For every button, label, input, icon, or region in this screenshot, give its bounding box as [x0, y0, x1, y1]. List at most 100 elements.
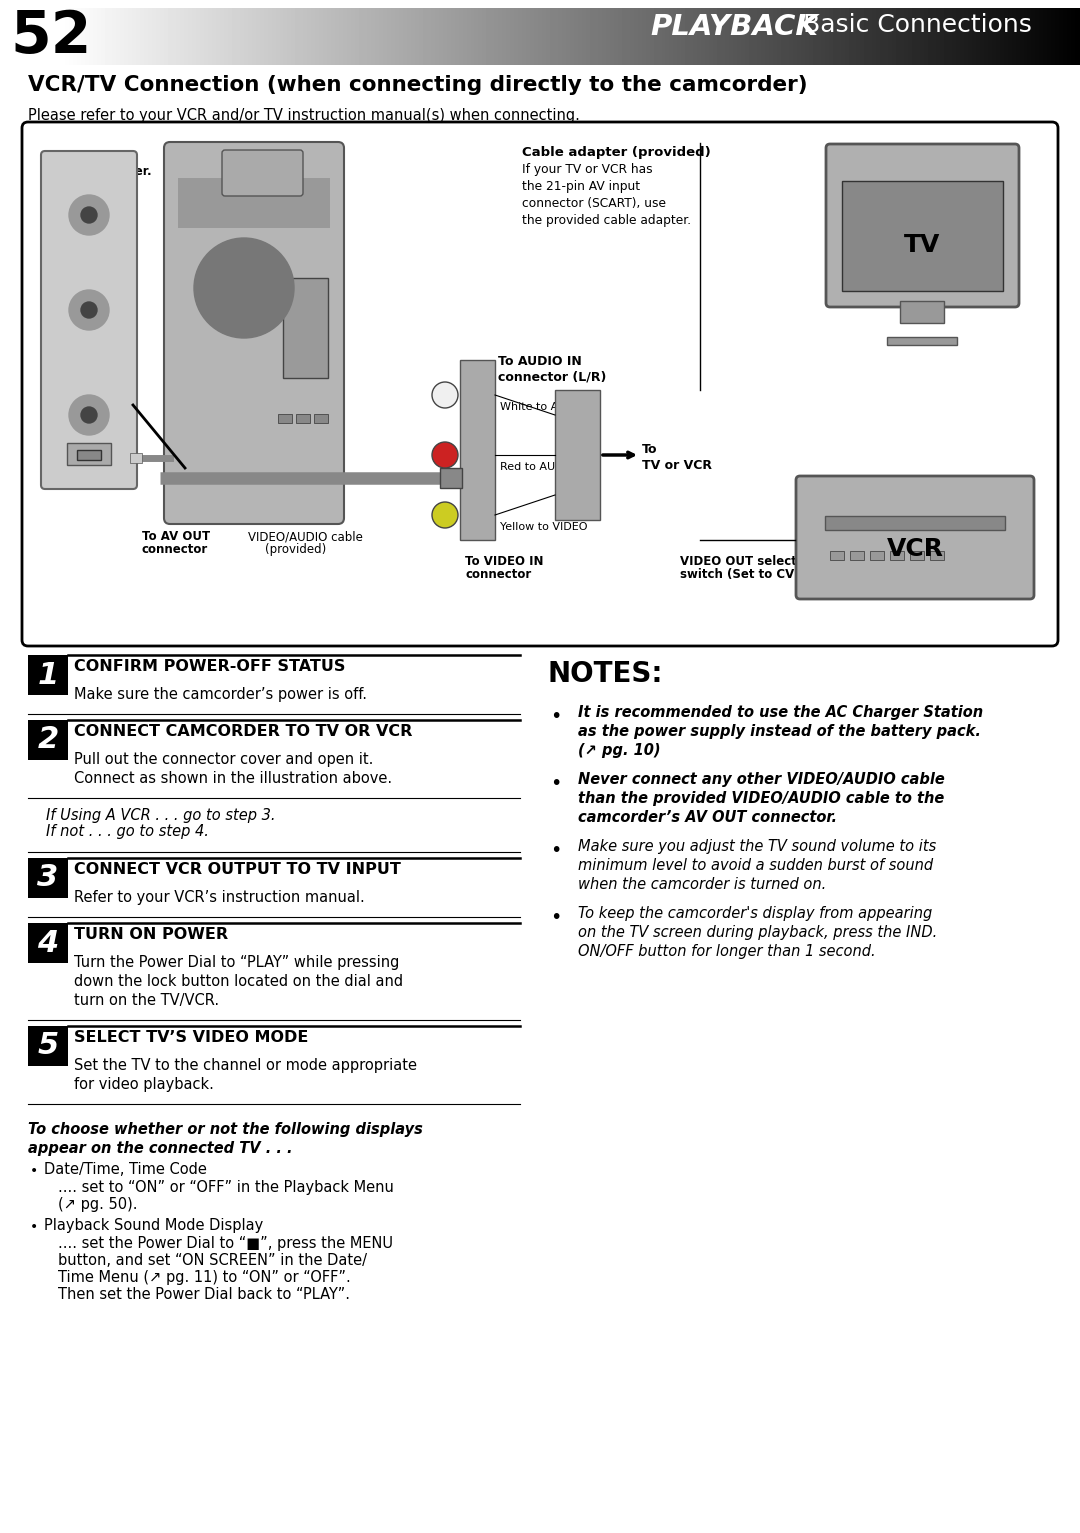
Text: button, and set “ON SCREEN” in the Date/: button, and set “ON SCREEN” in the Date/ — [58, 1252, 367, 1268]
Text: Time Menu (↗ pg. 11) to “ON” or “OFF”.: Time Menu (↗ pg. 11) to “ON” or “OFF”. — [58, 1269, 351, 1285]
Text: •: • — [550, 842, 562, 860]
Text: If your TV or VCR has
the 21-pin AV input
connector (SCART), use
the provided ca: If your TV or VCR has the 21-pin AV inpu… — [522, 162, 691, 227]
Text: Yellow to VIDEO: Yellow to VIDEO — [500, 523, 588, 532]
Bar — [28, 1026, 68, 1065]
Bar — [28, 655, 68, 694]
Bar — [440, 468, 462, 487]
Text: TV or VCR: TV or VCR — [642, 458, 712, 472]
Text: CONNECT VCR OUTPUT TO TV INPUT: CONNECT VCR OUTPUT TO TV INPUT — [75, 862, 401, 877]
Text: (↗ pg. 50).: (↗ pg. 50). — [58, 1197, 137, 1213]
Text: minimum level to avoid a sudden burst of sound: minimum level to avoid a sudden burst of… — [578, 858, 933, 872]
Text: VIDEO OUT select: VIDEO OUT select — [680, 555, 797, 569]
Circle shape — [81, 302, 97, 317]
Bar — [930, 550, 944, 560]
Text: To: To — [642, 443, 658, 455]
Bar — [283, 277, 328, 379]
Text: when the camcorder is turned on.: when the camcorder is turned on. — [578, 877, 826, 892]
Bar — [900, 300, 944, 323]
Circle shape — [194, 238, 294, 337]
Text: 3: 3 — [38, 863, 58, 892]
Text: •: • — [30, 1164, 38, 1177]
Text: connector: connector — [465, 569, 531, 581]
FancyBboxPatch shape — [796, 477, 1034, 599]
Circle shape — [207, 251, 281, 325]
Circle shape — [69, 195, 109, 235]
Bar — [67, 443, 111, 464]
Text: .... set the Power Dial to “■”, press the MENU: .... set the Power Dial to “■”, press th… — [58, 1236, 393, 1251]
Text: 2: 2 — [38, 725, 58, 754]
Circle shape — [432, 382, 458, 408]
Text: camcorder’s AV OUT connector.: camcorder’s AV OUT connector. — [578, 809, 837, 825]
Bar — [870, 550, 885, 560]
Text: •: • — [550, 707, 562, 727]
Text: To AUDIO IN: To AUDIO IN — [498, 356, 582, 368]
Text: Basic Connections: Basic Connections — [804, 12, 1031, 37]
Bar — [28, 858, 68, 898]
Text: Pull out the connector cover and open it.
Connect as shown in the illustration a: Pull out the connector cover and open it… — [75, 753, 392, 786]
Bar — [910, 550, 924, 560]
Bar — [278, 414, 292, 423]
Circle shape — [432, 501, 458, 527]
Text: switch (Set to CVBS): switch (Set to CVBS) — [680, 569, 818, 581]
Text: •: • — [550, 908, 562, 927]
Bar — [460, 360, 495, 540]
Text: To keep the camcorder's display from appearing: To keep the camcorder's display from app… — [578, 906, 932, 921]
Bar — [842, 181, 1003, 291]
Bar — [314, 414, 328, 423]
Text: on the TV screen during playback, press the IND.: on the TV screen during playback, press … — [578, 924, 937, 940]
FancyBboxPatch shape — [222, 150, 303, 196]
Text: If Using A VCR . . . go to step 3.: If Using A VCR . . . go to step 3. — [46, 808, 275, 823]
Text: CONNECT CAMCORDER TO TV OR VCR: CONNECT CAMCORDER TO TV OR VCR — [75, 724, 413, 739]
Bar — [831, 550, 843, 560]
Text: 4: 4 — [38, 929, 58, 958]
Text: CONFIRM POWER-OFF STATUS: CONFIRM POWER-OFF STATUS — [75, 659, 346, 675]
Bar — [77, 451, 102, 460]
Circle shape — [224, 265, 240, 281]
Circle shape — [81, 207, 97, 222]
Text: Never connect any other VIDEO/AUDIO cable: Never connect any other VIDEO/AUDIO cabl… — [578, 773, 945, 786]
FancyBboxPatch shape — [164, 143, 345, 524]
Text: Please refer to your VCR and/or TV instruction manual(s) when connecting.: Please refer to your VCR and/or TV instr… — [28, 107, 580, 123]
Text: If not . . . go to step 4.: If not . . . go to step 4. — [46, 825, 208, 839]
Text: Cable adapter (provided): Cable adapter (provided) — [522, 146, 711, 159]
Bar — [825, 517, 1005, 530]
FancyBboxPatch shape — [22, 123, 1058, 645]
Text: NOTES:: NOTES: — [548, 661, 663, 688]
Text: TV: TV — [904, 233, 941, 258]
Text: (↗ pg. 10): (↗ pg. 10) — [578, 744, 661, 757]
Bar — [296, 414, 310, 423]
Text: (provided): (provided) — [265, 543, 326, 556]
Text: connector: connector — [141, 543, 208, 556]
Bar — [890, 550, 904, 560]
Text: than the provided VIDEO/AUDIO cable to the: than the provided VIDEO/AUDIO cable to t… — [578, 791, 944, 806]
Text: Connector is: Connector is — [43, 150, 126, 162]
Text: PLAYBACK: PLAYBACK — [650, 12, 818, 41]
Text: 5: 5 — [38, 1032, 58, 1061]
Text: ON/OFF button for longer than 1 second.: ON/OFF button for longer than 1 second. — [578, 944, 876, 960]
Text: •: • — [30, 1220, 38, 1234]
Bar — [850, 550, 864, 560]
Text: VCR: VCR — [887, 537, 944, 561]
Text: Set the TV to the channel or mode appropriate
for video playback.: Set the TV to the channel or mode approp… — [75, 1058, 417, 1091]
Text: TURN ON POWER: TURN ON POWER — [75, 927, 228, 941]
Circle shape — [234, 277, 254, 297]
FancyBboxPatch shape — [826, 144, 1020, 307]
Text: Turn the Power Dial to “PLAY” while pressing
down the lock button located on the: Turn the Power Dial to “PLAY” while pres… — [75, 955, 403, 1009]
Circle shape — [432, 442, 458, 468]
Text: To choose whether or not the following displays
appear on the connected TV . . .: To choose whether or not the following d… — [28, 1122, 423, 1156]
Text: Red to AUDIO R: Red to AUDIO R — [500, 461, 586, 472]
Bar — [28, 923, 68, 963]
Text: VIDEO/AUDIO cable: VIDEO/AUDIO cable — [248, 530, 363, 543]
Text: 1: 1 — [38, 661, 58, 690]
Text: Make sure you adjust the TV sound volume to its: Make sure you adjust the TV sound volume… — [578, 839, 936, 854]
Text: Refer to your VCR’s instruction manual.: Refer to your VCR’s instruction manual. — [75, 891, 365, 904]
FancyBboxPatch shape — [41, 150, 137, 489]
Text: under the cover.: under the cover. — [43, 166, 151, 178]
Text: Date/Time, Time Code: Date/Time, Time Code — [44, 1162, 207, 1177]
Bar — [28, 721, 68, 760]
Text: White to AUDIO L: White to AUDIO L — [500, 402, 596, 412]
Circle shape — [69, 290, 109, 330]
Text: as the power supply instead of the battery pack.: as the power supply instead of the batte… — [578, 724, 981, 739]
Text: VCR/TV Connection (when connecting directly to the camcorder): VCR/TV Connection (when connecting direc… — [28, 75, 808, 95]
Text: 52: 52 — [10, 8, 92, 64]
